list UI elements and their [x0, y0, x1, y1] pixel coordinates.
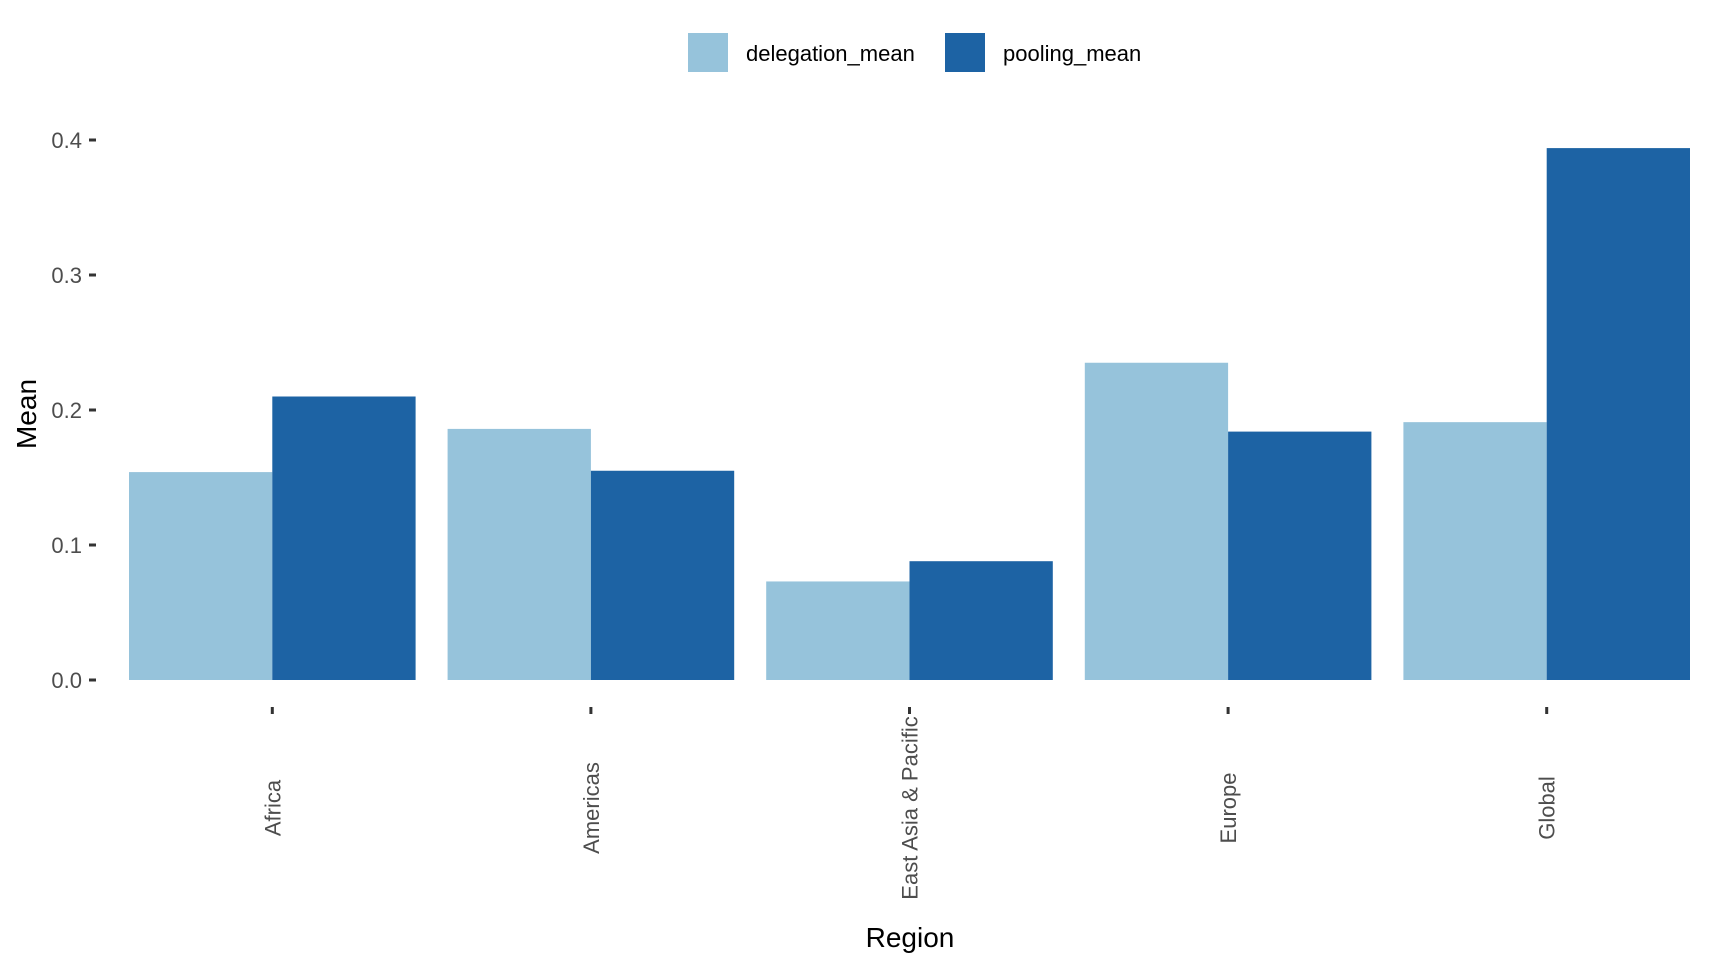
x-tick-label: Europe	[1216, 773, 1241, 844]
y-axis-title: Mean	[11, 379, 42, 449]
x-axis-title: Region	[866, 922, 955, 953]
x-tick-label: Global	[1535, 776, 1560, 840]
bars	[129, 148, 1690, 681]
legend-label-delegation_mean: delegation_mean	[746, 41, 915, 66]
y-tick-label: 0.4	[51, 128, 82, 153]
legend: delegation_mean pooling_mean	[686, 31, 1141, 74]
y-axis: 0.0 0.1 0.2 0.3 0.4	[51, 128, 96, 693]
bar-delegation_mean-3	[1084, 362, 1229, 680]
y-tick-label: 0.3	[51, 263, 82, 288]
bar-pooling_mean-0	[272, 396, 416, 680]
bar-pooling_mean-3	[1228, 431, 1372, 680]
x-axis: Africa Americas East Asia & Pacific Europe G…	[260, 707, 1560, 900]
bar-pooling_mean-1	[590, 470, 735, 680]
bar-delegation_mean-2	[766, 581, 910, 680]
y-tick-label: 0.1	[51, 533, 82, 558]
bar-delegation_mean-0	[129, 472, 273, 680]
legend-swatch-pooling_mean	[943, 31, 987, 74]
x-tick-label: East Asia & Pacific	[898, 716, 923, 899]
bar-pooling_mean-2	[909, 561, 1053, 680]
bar-pooling_mean-4	[1546, 148, 1690, 681]
x-tick-label: Africa	[260, 779, 285, 836]
y-tick-label: 0.2	[51, 398, 82, 423]
x-tick-label: Americas	[579, 762, 604, 854]
bar-delegation_mean-4	[1403, 422, 1547, 680]
y-tick-label: 0.0	[51, 668, 82, 693]
legend-label-pooling_mean: pooling_mean	[1003, 41, 1141, 66]
legend-swatch-delegation_mean	[686, 31, 730, 74]
bar-delegation_mean-1	[447, 428, 591, 680]
